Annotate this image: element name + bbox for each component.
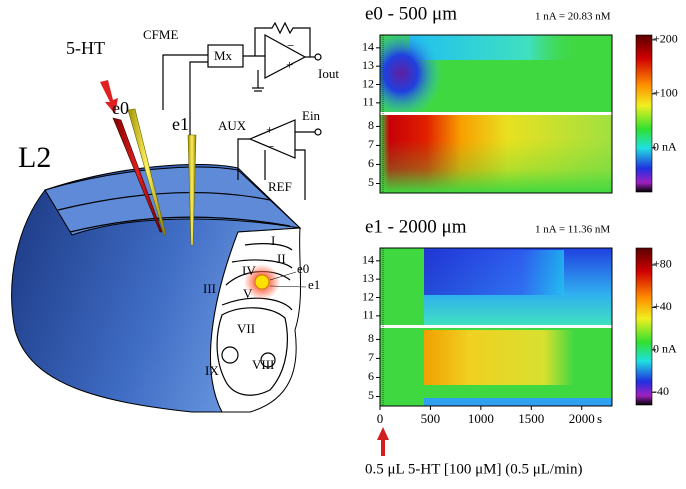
amp-label: CFME <box>143 27 178 42</box>
y-tick-label: 6 <box>368 369 374 383</box>
brain-block <box>11 164 307 413</box>
colorbar-label: +200 <box>653 32 678 46</box>
pipette-label: 5-HT <box>66 38 105 58</box>
y-tick-label: 8 <box>368 331 374 345</box>
y-tick-label: 13 <box>362 58 374 72</box>
layer-label: VII <box>237 321 255 336</box>
arrow <box>100 80 118 114</box>
pipette <box>112 117 163 233</box>
minus: − <box>287 38 294 53</box>
colorbar-label: +80 <box>653 257 672 271</box>
mux-label: Mx <box>214 48 233 63</box>
panel-title: e1 - 2000 μm <box>365 216 467 237</box>
colorbar-label: 0 nA <box>653 342 677 356</box>
y-tick-label: 6 <box>368 156 374 170</box>
circuit <box>162 21 322 200</box>
heatmap <box>380 248 612 406</box>
electrode-label: e1 <box>172 114 189 134</box>
heatmap <box>380 35 612 193</box>
x-tick-label: 1000 <box>468 411 494 426</box>
layer-label: II <box>277 251 286 266</box>
x-tick-label: 1500 <box>518 411 544 426</box>
site-label: e1 <box>308 277 320 292</box>
y-tick-label: 7 <box>368 350 374 364</box>
plus: + <box>266 122 273 137</box>
layer-label: VIII <box>252 357 274 372</box>
layer-label: I <box>271 233 275 248</box>
colorbar-label: 0 nA <box>653 140 677 154</box>
stimulus-arrow <box>377 427 389 456</box>
electrode <box>187 134 197 246</box>
colorbar-label: -40 <box>653 384 669 398</box>
y-tick-label: 13 <box>362 271 374 285</box>
stimulus-label: 0.5 μL 5-HT [100 μM] (0.5 μL/min) <box>365 461 582 477</box>
frame <box>379 34 613 194</box>
layer-label: IX <box>205 363 219 378</box>
output-label: Iout <box>318 66 339 81</box>
section-label: L2 <box>18 141 51 174</box>
y-tick-label: 14 <box>362 40 374 54</box>
y-tick-label: 5 <box>368 388 374 402</box>
x-tick-label: 0 <box>377 411 384 426</box>
colorbar-label: +40 <box>653 299 672 313</box>
calibration: 1 nA = 11.36 nM <box>535 224 610 236</box>
y-tick-label: 12 <box>362 76 374 90</box>
aux-label: AUX <box>218 118 247 133</box>
y-tick-label: 12 <box>362 289 374 303</box>
y-tick-label: 11 <box>362 95 374 109</box>
ref-label: REF <box>268 179 292 194</box>
y-tick-label: 8 <box>368 118 374 132</box>
frame <box>379 247 613 407</box>
colorbar <box>635 247 653 406</box>
colorbar <box>635 34 653 193</box>
layer-label: IV <box>242 263 256 278</box>
site-label: e0 <box>297 261 309 276</box>
calibration: 1 nA = 20.83 nM <box>535 11 611 23</box>
electrode-label: e0 <box>112 98 129 118</box>
x-tick-label: 500 <box>421 411 441 426</box>
electrode <box>127 108 167 236</box>
plus: + <box>286 57 293 72</box>
colorbar-label: +100 <box>653 86 678 100</box>
minus: − <box>267 139 274 154</box>
layer-label: V <box>243 286 253 301</box>
ein-label: Ein <box>302 108 321 123</box>
panel-title: e0 - 500 μm <box>365 3 457 24</box>
x-tick-label: 2000 <box>569 411 595 426</box>
y-tick-label: 5 <box>368 175 374 189</box>
y-tick-label: 14 <box>362 253 374 267</box>
layer-label: III <box>203 281 216 296</box>
y-tick-label: 7 <box>368 137 374 151</box>
y-tick-label: 11 <box>362 308 374 322</box>
x-unit: s <box>597 411 602 426</box>
